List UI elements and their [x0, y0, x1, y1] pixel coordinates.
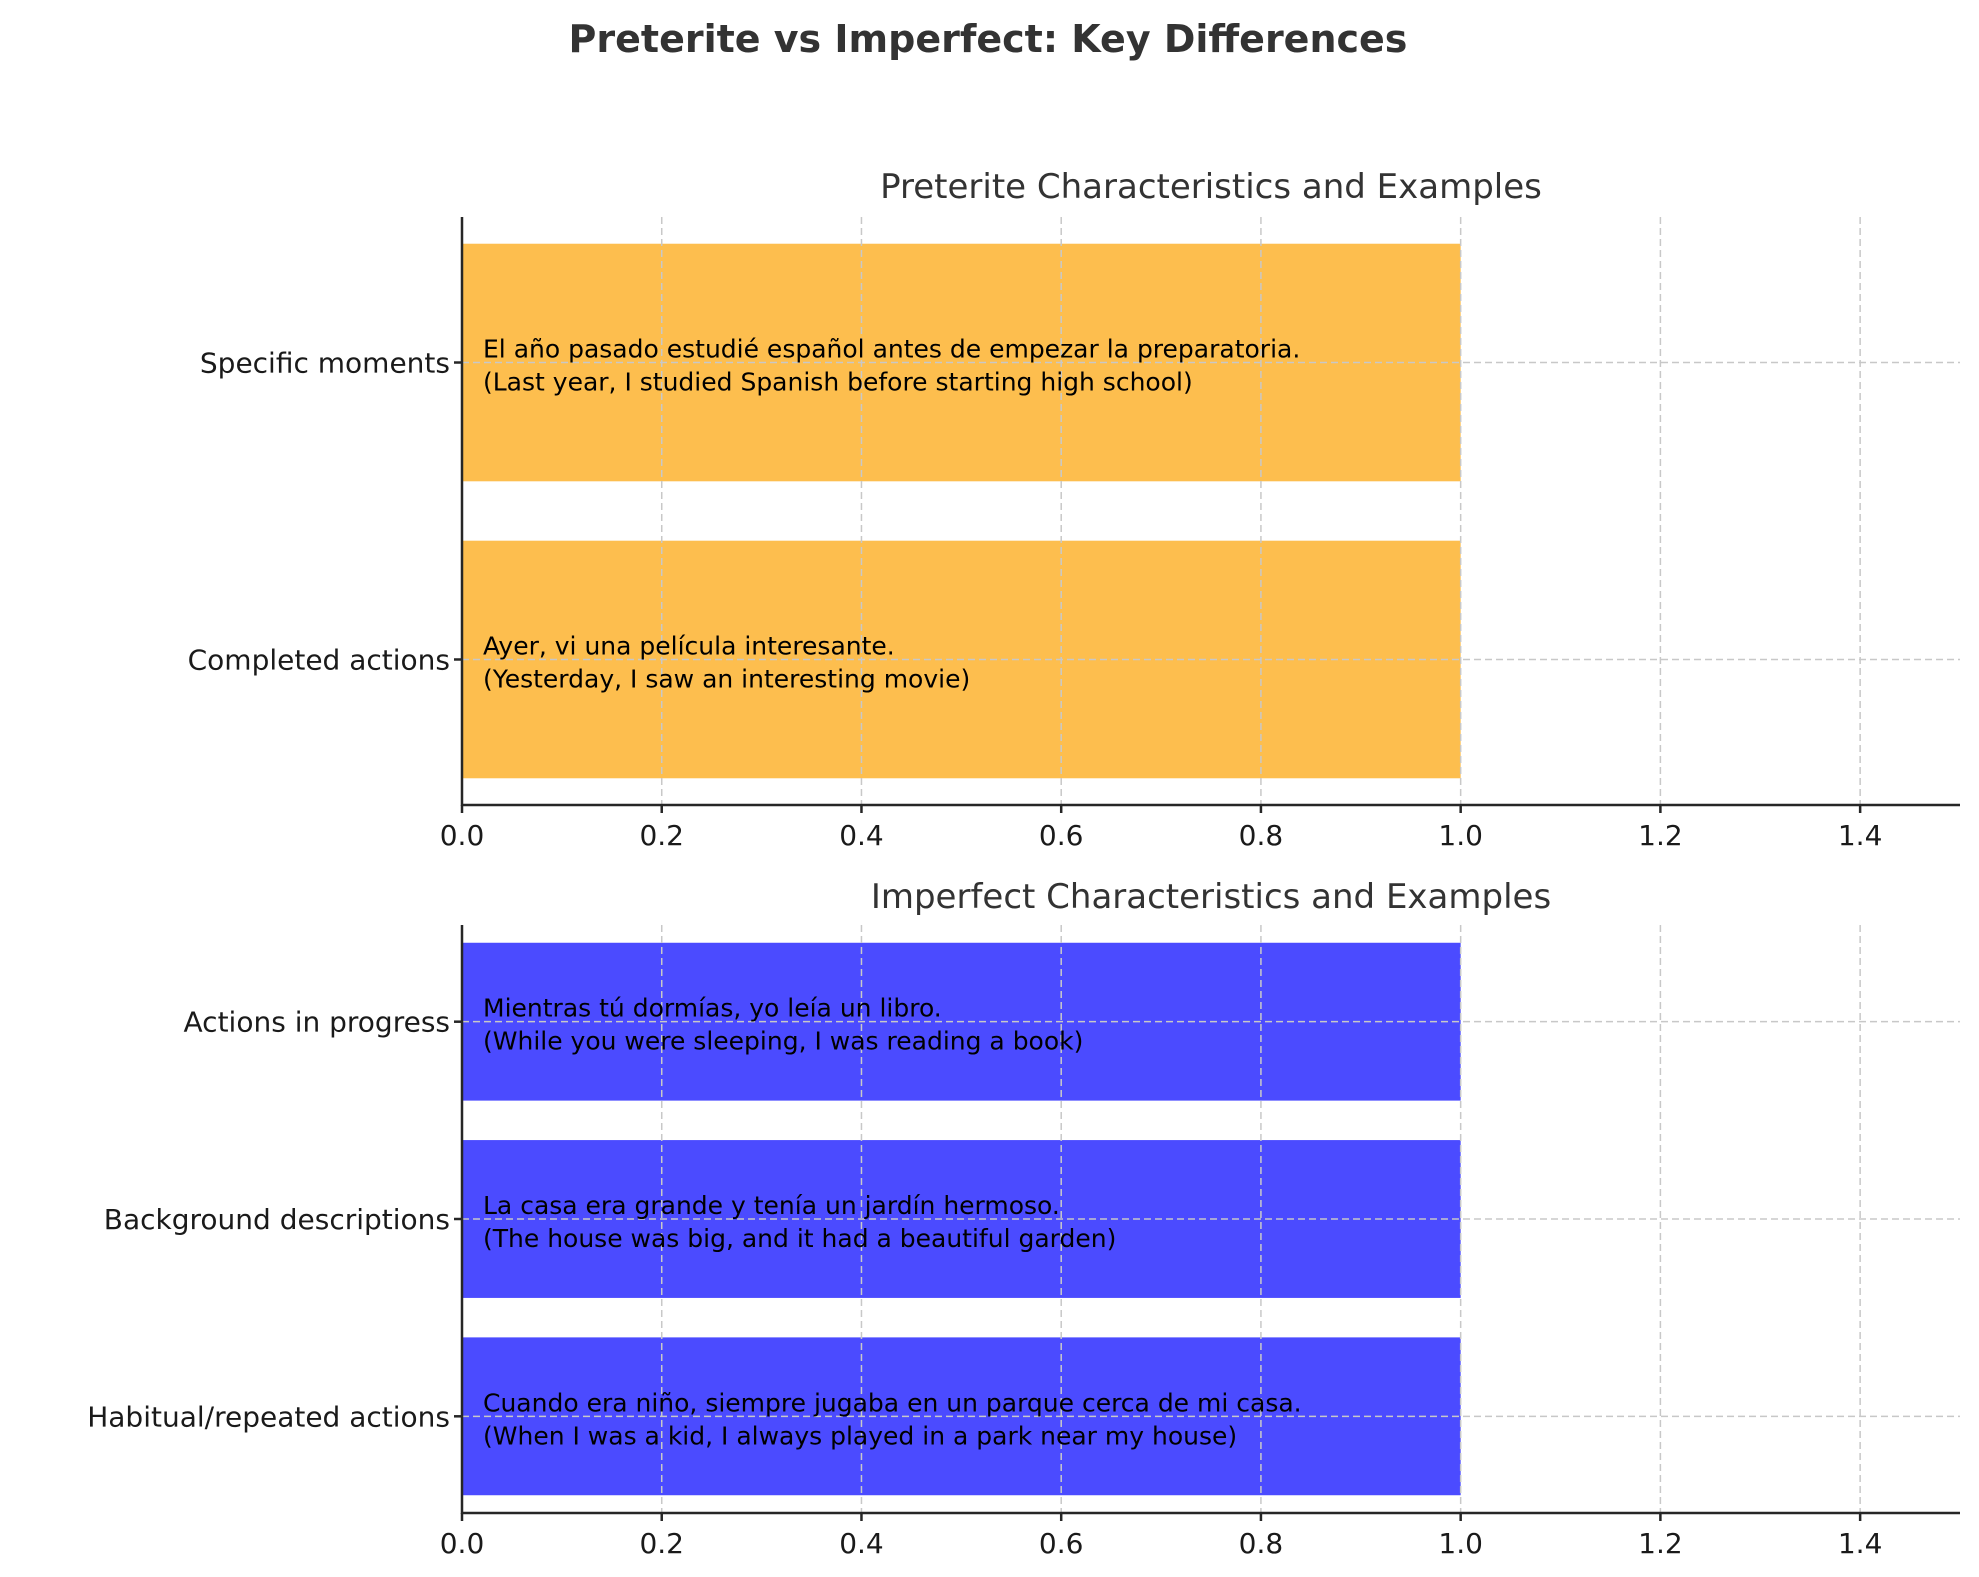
x-tick-label: 1.0 — [1438, 1527, 1483, 1560]
bar-annotation: Ayer, vi una película interesante. (Yeste… — [483, 631, 970, 693]
bar-annotation-line: (The house was big, and it had a beautif… — [483, 1224, 1116, 1253]
y-tick-label: Actions in progress — [184, 1006, 450, 1039]
bar-annotation: Cuando era niño, siempre jugaba en un pa… — [483, 1388, 1302, 1450]
y-tick-label: Specific moments — [200, 347, 450, 380]
bar-annotation: El año pasado estudié español antes de e… — [483, 335, 1300, 397]
x-tick-label: 1.2 — [1638, 1527, 1683, 1560]
x-tick-label: 0.4 — [839, 819, 884, 852]
bar-annotation-line: Mientras tú dormías, yo leía un libro. — [483, 994, 942, 1023]
x-tick-label: 0.6 — [1039, 1527, 1084, 1560]
preterite-panel: Preterite Characteristics and Examples Ay… — [188, 167, 1960, 852]
bar-annotation-line: Ayer, vi una película interesante. — [483, 631, 895, 660]
x-tick-label: 1.2 — [1638, 819, 1683, 852]
bar-annotation: Mientras tú dormías, yo leía un libro. (W… — [483, 994, 1083, 1056]
x-tick-label: 0.2 — [639, 1527, 684, 1560]
imperfect-panel: Imperfect Characteristics and Examples Cu… — [87, 877, 1960, 1560]
x-tick-label: 0.2 — [639, 819, 684, 852]
x-tick-label: 1.4 — [1838, 819, 1883, 852]
x-tick-label: 1.0 — [1438, 819, 1483, 852]
y-tick-label: Completed actions — [188, 643, 450, 676]
x-tick-label: 0.0 — [440, 1527, 485, 1560]
bar-annotation: La casa era grande y tenía un jardín her… — [483, 1191, 1116, 1253]
y-tick-label: Habitual/repeated actions — [87, 1400, 450, 1433]
x-tick-label: 0.8 — [1239, 1527, 1284, 1560]
x-tick-label: 1.4 — [1838, 1527, 1883, 1560]
bar-annotation-line: Cuando era niño, siempre jugaba en un pa… — [483, 1388, 1302, 1417]
bar-annotation-line: (Last year, I studied Spanish before sta… — [483, 368, 1193, 397]
subplot-title: Imperfect Characteristics and Examples — [871, 877, 1551, 917]
x-tick-label: 0.6 — [1039, 819, 1084, 852]
bar-annotation-line: (Yesterday, I saw an interesting movie) — [483, 664, 970, 693]
x-tick-label: 0.0 — [440, 819, 485, 852]
x-tick-label: 0.4 — [839, 1527, 884, 1560]
x-tick-label: 0.8 — [1239, 819, 1284, 852]
bar-annotation-line: La casa era grande y tenía un jardín her… — [483, 1191, 1060, 1220]
y-tick-label: Background descriptions — [104, 1203, 450, 1236]
figure-title: Preterite vs Imperfect: Key Differences — [569, 17, 1408, 61]
bar-annotation-line: (While you were sleeping, I was reading … — [483, 1027, 1083, 1056]
subplot-title: Preterite Characteristics and Examples — [880, 167, 1542, 207]
bar-annotation-line: El año pasado estudié español antes de e… — [483, 335, 1300, 364]
bar-annotation-line: (When I was a kid, I always played in a … — [483, 1421, 1237, 1450]
